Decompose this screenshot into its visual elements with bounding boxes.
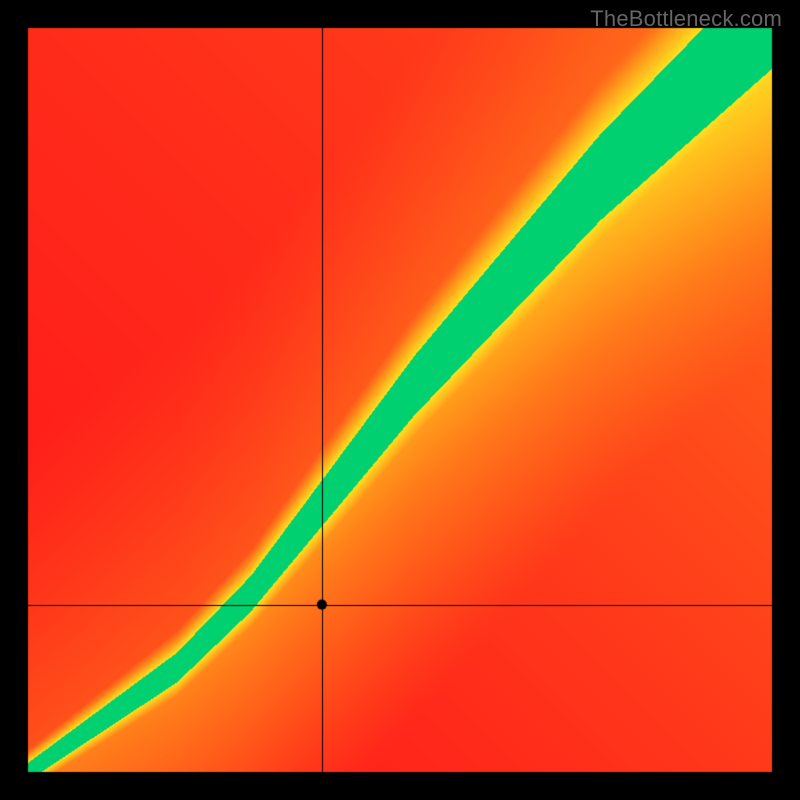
chart-container: TheBottleneck.com xyxy=(0,0,800,800)
bottleneck-heatmap xyxy=(0,0,800,800)
watermark-text: TheBottleneck.com xyxy=(590,6,782,32)
